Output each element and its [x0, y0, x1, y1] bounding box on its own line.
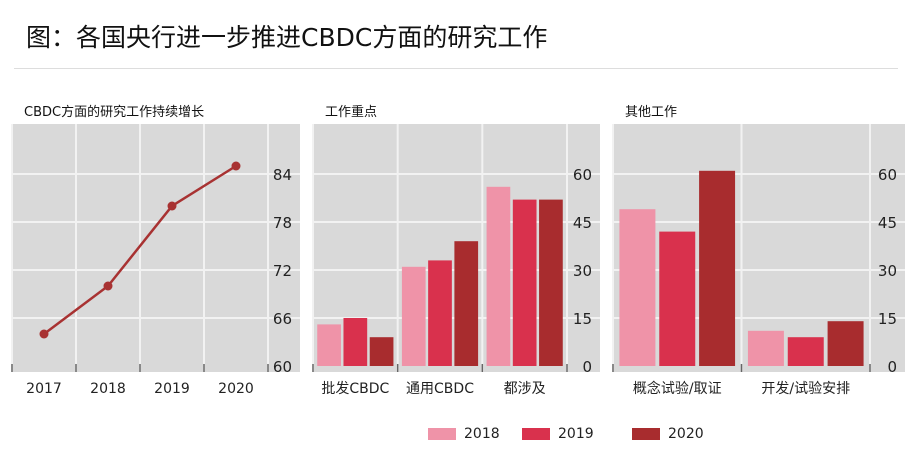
plot-area-0	[12, 124, 300, 372]
bar-开发/试验安排-2019	[787, 337, 824, 366]
y-tick-label: 30	[573, 262, 592, 280]
y-tick-label: 78	[273, 214, 292, 232]
data-point-2020	[231, 161, 241, 171]
bar-通用CBDC-2018	[401, 266, 426, 366]
y-tick-label: 0	[582, 358, 592, 376]
bar-概念试验/取证-2020	[699, 170, 736, 366]
bar-通用CBDC-2020	[454, 241, 479, 366]
legend-label-2020: 2020	[668, 426, 704, 442]
title-divider	[14, 68, 898, 69]
legend-swatch-2019	[522, 428, 550, 440]
y-tick-label: 0	[887, 358, 897, 376]
x-tick-label: 2017	[26, 381, 62, 397]
bar-批发CBDC-2020	[369, 337, 394, 366]
bar-通用CBDC-2019	[428, 260, 452, 366]
data-point-2019	[167, 201, 177, 211]
x-tick-label: 2020	[218, 381, 254, 397]
legend-label-2018: 2018	[464, 426, 500, 442]
figure-title: 图：各国央行进一步推进CBDC方面的研究工作	[26, 23, 548, 52]
y-tick-label: 15	[573, 310, 592, 328]
y-tick-label: 60	[878, 166, 897, 184]
bar-都涉及-2020	[539, 199, 563, 366]
y-tick-label: 60	[573, 166, 592, 184]
y-tick-label: 66	[273, 310, 292, 328]
y-tick-label: 84	[273, 166, 292, 184]
y-tick-label: 72	[273, 262, 292, 280]
x-tick-label: 2018	[90, 381, 126, 397]
data-line	[43, 164, 237, 335]
bar-概念试验/取证-2019	[659, 231, 696, 366]
bar-都涉及-2019	[512, 199, 537, 366]
x-tick-label: 概念试验/取证	[633, 380, 722, 397]
legend-label-2019: 2019	[558, 426, 594, 442]
legend-item-2019: 2019	[522, 426, 594, 442]
data-point-2018	[103, 281, 113, 291]
legend-swatch-2020	[632, 428, 660, 440]
legend-item-2020: 2020	[632, 426, 704, 442]
chart-title-1: 工作重点	[325, 104, 377, 120]
bar-批发CBDC-2019	[343, 318, 368, 366]
y-tick-label: 45	[878, 214, 897, 232]
chart-title-2: 其他工作	[625, 105, 677, 120]
y-tick-label: 45	[573, 214, 592, 232]
bar-都涉及-2018	[486, 186, 511, 366]
data-point-2017	[39, 329, 49, 339]
y-tick-label: 60	[273, 358, 292, 376]
bar-批发CBDC-2018	[317, 324, 341, 366]
bar-概念试验/取证-2018	[619, 209, 656, 366]
x-tick-label: 通用CBDC	[406, 381, 474, 397]
bar-开发/试验安排-2020	[827, 321, 864, 366]
y-tick-label: 15	[878, 310, 897, 328]
x-tick-label: 开发/试验安排	[761, 381, 850, 397]
bar-开发/试验安排-2018	[747, 330, 784, 366]
legend-item-2018: 2018	[428, 426, 500, 442]
x-tick-label: 2019	[154, 381, 190, 397]
x-tick-label: 都涉及	[504, 381, 546, 397]
legend-swatch-2018	[428, 428, 456, 440]
x-tick-label: 批发CBDC	[321, 381, 389, 397]
y-tick-label: 30	[878, 262, 897, 280]
chart-title-0: CBDC方面的研究工作持续增长	[24, 104, 204, 120]
